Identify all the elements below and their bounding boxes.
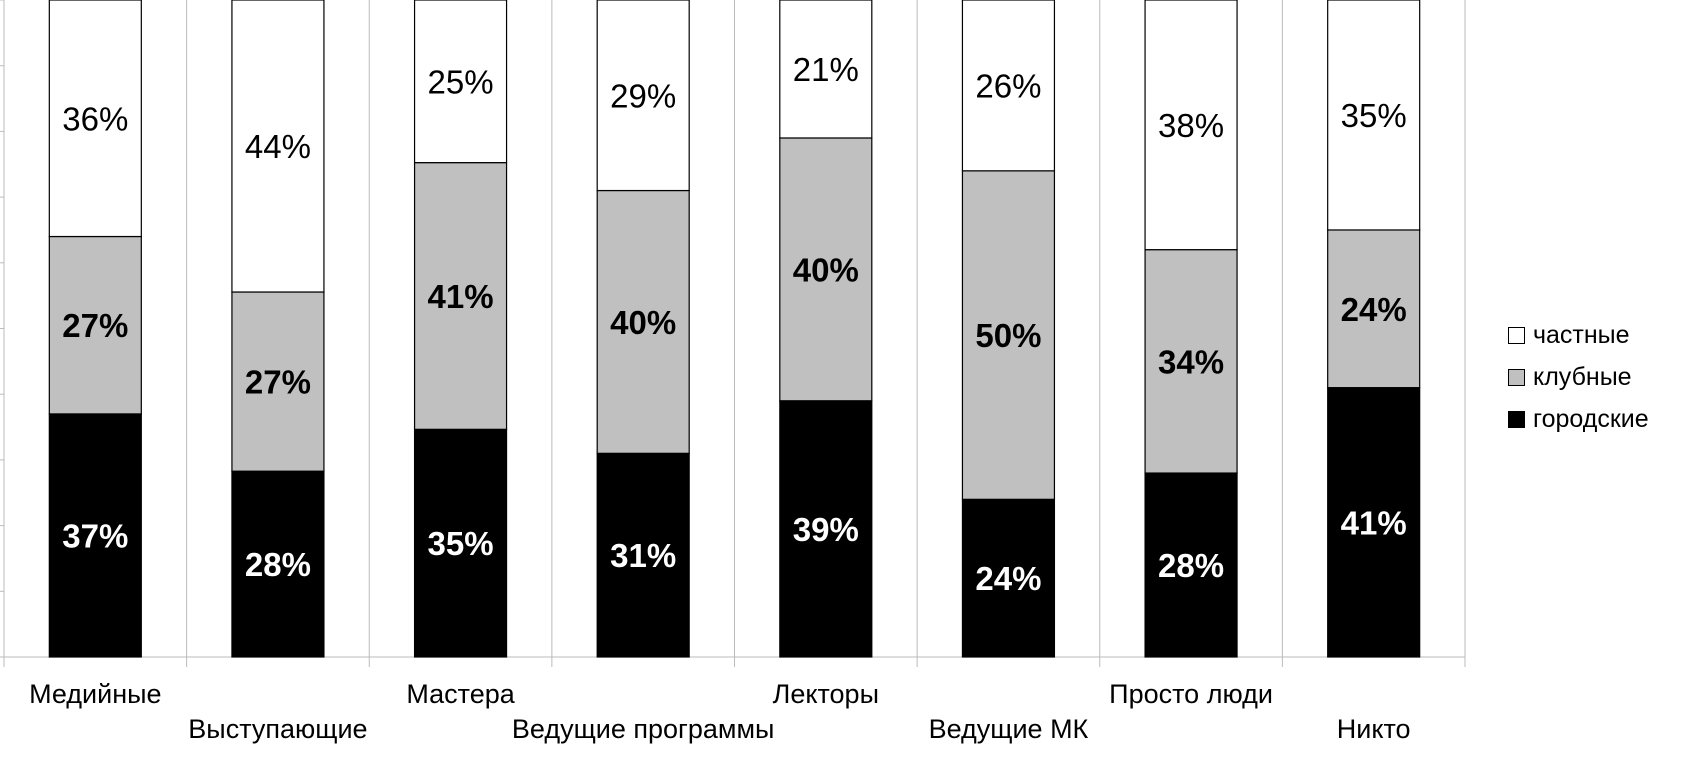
data-label: 26% [975, 67, 1041, 104]
data-label: 27% [62, 307, 128, 344]
data-label: 35% [428, 525, 494, 562]
bar-segment [596, 189, 690, 454]
data-label: 37% [62, 517, 128, 554]
bar-segment [779, 0, 873, 139]
bar-segment [961, 498, 1056, 658]
category-label: Ведущие МК [929, 714, 1089, 744]
data-label: 38% [1158, 107, 1224, 144]
category-label: Выступающие [188, 714, 367, 744]
bar-segment [48, 235, 142, 415]
data-label: 39% [793, 511, 859, 548]
category-label: Медийные [29, 679, 161, 709]
bar-segment [596, 452, 690, 658]
legend-swatch-private [1508, 326, 1525, 344]
bar-segment [48, 0, 142, 238]
data-label: 27% [245, 364, 311, 401]
data-label: 25% [428, 63, 494, 100]
data-label: 50% [975, 317, 1041, 354]
data-label: 29% [610, 77, 676, 114]
data-label: 41% [1341, 504, 1407, 541]
bar-segment [231, 291, 325, 472]
data-label: 40% [793, 251, 859, 288]
bar-segment [413, 0, 508, 164]
legend-item-private: частные [1508, 314, 1693, 356]
data-label: 24% [1341, 291, 1407, 328]
bar-segment [779, 137, 873, 402]
bar-segment [48, 413, 142, 658]
data-label: 44% [245, 128, 311, 165]
bar-segment [1327, 387, 1421, 658]
data-label: 34% [1158, 343, 1224, 380]
legend-label-club: клубные [1533, 362, 1632, 391]
bar-segment [1327, 229, 1421, 389]
bar-segment [1144, 472, 1238, 658]
data-label: 21% [793, 51, 859, 88]
bar-segment [961, 170, 1056, 500]
category-label: Ведущие программы [512, 714, 775, 744]
category-label: Мастера [406, 679, 515, 709]
bar-segment [596, 0, 690, 192]
data-label: 36% [62, 100, 128, 137]
stacked-bar-chart: 37% 27% 36% Медийные 28% 27% 44% Выступающие 35%… [0, 0, 1466, 744]
category-label: Лекторы [773, 679, 879, 709]
data-label: 40% [610, 304, 676, 341]
bar-segment [231, 0, 325, 293]
bar-segment [779, 400, 873, 658]
bar-segment [1327, 0, 1421, 231]
bar-segment [961, 0, 1056, 172]
legend-label-city: городские [1533, 404, 1649, 433]
legend-swatch-city [1508, 410, 1525, 428]
legend-item-club: клубные [1508, 356, 1693, 398]
legend-item-city: городские [1508, 398, 1693, 440]
legend-swatch-club [1508, 368, 1525, 386]
data-label: 31% [610, 537, 676, 574]
legend: частные клубные городские [1508, 314, 1693, 440]
bar-segment [413, 428, 508, 658]
data-label: 28% [1158, 547, 1224, 584]
data-label: 28% [245, 546, 311, 583]
bar-segment [1144, 249, 1238, 474]
legend-label-private: частные [1533, 320, 1630, 349]
bar-segment [231, 470, 325, 658]
category-label: Просто люди [1109, 679, 1273, 709]
data-label: 24% [975, 560, 1041, 597]
bar-segment [1144, 0, 1238, 251]
bar-segment [413, 162, 508, 430]
category-label: Никто [1337, 714, 1411, 744]
data-label: 35% [1341, 97, 1407, 134]
data-label: 41% [428, 278, 494, 315]
